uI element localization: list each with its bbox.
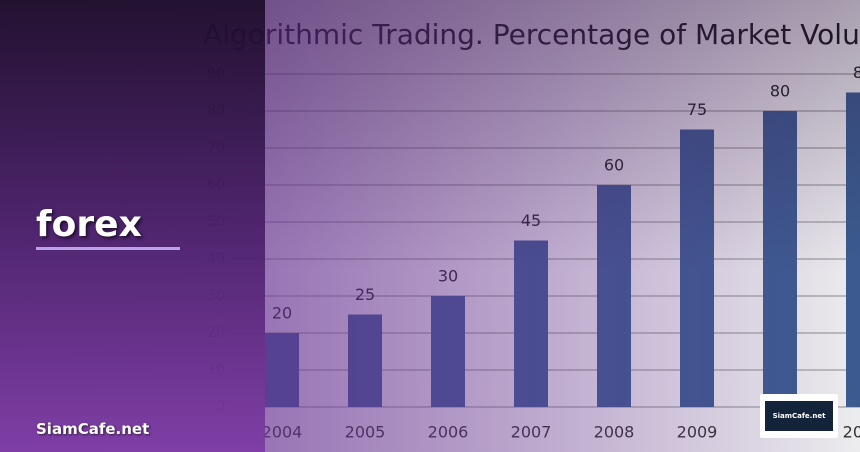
site-name: SiamCafe.net — [36, 420, 150, 438]
banner-title: forex — [36, 204, 142, 245]
logo: SiamCafe.net — [760, 394, 838, 438]
title-underline — [36, 247, 180, 250]
overlay-panel — [0, 0, 265, 452]
logo-text: SiamCafe.net — [765, 401, 833, 431]
overlay-fade-top — [265, 0, 860, 452]
